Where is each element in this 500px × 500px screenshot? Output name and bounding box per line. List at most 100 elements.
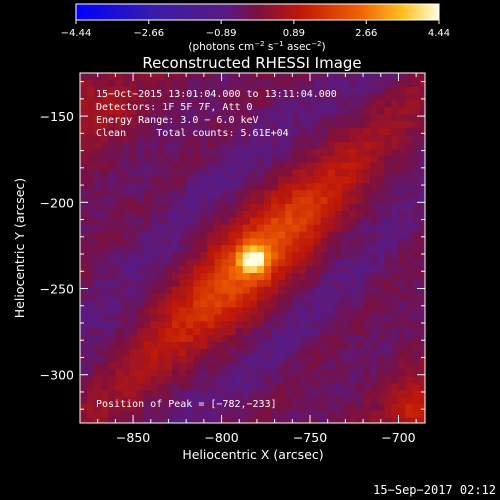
heatmap-pixel (292, 93, 300, 102)
heatmap-pixel (285, 300, 293, 309)
heatmap-pixel (256, 93, 265, 102)
heatmap-pixel (292, 348, 300, 357)
heatmap-pixel (278, 410, 286, 419)
heatmap-pixel (80, 204, 88, 212)
heatmap-pixel (327, 155, 336, 164)
heatmap-image (80, 73, 425, 423)
heatmap-pixel (228, 155, 237, 164)
heatmap-pixel (221, 321, 230, 329)
heatmap-pixel (108, 141, 116, 150)
heatmap-pixel (235, 169, 244, 178)
heatmap-pixel (278, 155, 286, 164)
heatmap-pixel (405, 397, 414, 405)
heatmap-pixel (150, 176, 159, 184)
heatmap-pixel (285, 369, 293, 378)
heatmap-pixel (334, 162, 343, 171)
heatmap-pixel (271, 100, 279, 109)
heatmap-pixel (398, 197, 407, 205)
heatmap-pixel (377, 148, 385, 157)
heatmap-pixel (143, 217, 152, 226)
heatmap-pixel (264, 362, 272, 371)
heatmap-pixel (235, 155, 244, 164)
heatmap-pixel (186, 307, 194, 315)
heatmap-pixel (249, 348, 258, 357)
heatmap-pixel (115, 210, 124, 219)
heatmap-pixel (348, 100, 357, 109)
heatmap-pixel (348, 307, 357, 315)
heatmap-pixel (313, 204, 322, 212)
heatmap-pixel (122, 252, 131, 260)
heatmap-pixel (193, 300, 201, 309)
heatmap-pixel (285, 321, 293, 329)
heatmap-pixel (249, 300, 258, 309)
heatmap-pixel (278, 121, 286, 129)
heatmap-pixel (235, 162, 244, 171)
heatmap-pixel (356, 231, 364, 240)
heatmap-pixel (348, 183, 357, 191)
heatmap-pixel (306, 100, 315, 109)
heatmap-pixel (94, 314, 102, 322)
heatmap-pixel (129, 197, 138, 205)
heatmap-pixel (278, 245, 286, 253)
heatmap-pixel (143, 79, 152, 88)
heatmap-pixel (348, 217, 357, 226)
heatmap-pixel (271, 135, 279, 143)
heatmap-pixel (412, 210, 421, 219)
heatmap-pixel (101, 224, 109, 233)
heatmap-pixel (320, 197, 329, 205)
heatmap-pixel (200, 266, 208, 274)
annotation-line-date: 15−Oct−2015 13:01:04.000 to 13:11:04.000 (96, 89, 337, 100)
heatmap-pixel (405, 100, 414, 109)
heatmap-pixel (129, 348, 138, 357)
heatmap-pixel (94, 307, 102, 315)
heatmap-pixel (405, 183, 414, 191)
heatmap-pixel (80, 238, 88, 247)
heatmap-pixel (115, 224, 124, 233)
heatmap-pixel (292, 390, 300, 398)
heatmap-pixel (200, 355, 208, 364)
heatmap-pixel (242, 376, 251, 384)
heatmap-pixel (172, 93, 180, 102)
heatmap-pixel (157, 404, 166, 412)
heatmap-pixel (327, 79, 336, 88)
heatmap-pixel (193, 128, 201, 136)
heatmap-pixel (278, 417, 286, 423)
heatmap-pixel (299, 286, 308, 295)
heatmap-pixel (129, 224, 138, 233)
heatmap-pixel (122, 73, 131, 81)
heatmap-pixel (108, 210, 116, 219)
heatmap-pixel (356, 176, 364, 184)
heatmap-pixel (94, 266, 102, 274)
heatmap-pixel (377, 238, 385, 247)
heatmap-pixel (370, 204, 378, 212)
heatmap-pixel (101, 266, 109, 274)
heatmap-pixel (242, 300, 251, 309)
heatmap-pixel (101, 114, 109, 122)
heatmap-pixel (320, 383, 329, 391)
heatmap-pixel (356, 404, 364, 412)
heatmap-pixel (186, 107, 194, 115)
heatmap-pixel (419, 100, 425, 109)
heatmap-pixel (313, 279, 322, 288)
heatmap-pixel (172, 238, 180, 247)
heatmap-pixel (108, 307, 116, 315)
heatmap-pixel (419, 328, 425, 336)
heatmap-pixel (87, 279, 95, 288)
heatmap-pixel (207, 176, 216, 184)
heatmap-pixel (80, 300, 88, 309)
heatmap-pixel (405, 93, 414, 102)
heatmap-pixel (285, 293, 293, 302)
heatmap-pixel (348, 224, 357, 233)
heatmap-pixel (306, 404, 315, 412)
heatmap-pixel (271, 286, 279, 295)
heatmap-pixel (136, 141, 145, 150)
heatmap-pixel (80, 79, 88, 88)
heatmap-pixel (179, 355, 187, 364)
heatmap-pixel (221, 183, 230, 191)
heatmap-pixel (398, 93, 407, 102)
heatmap-pixel (193, 341, 201, 350)
heatmap-pixel (172, 293, 180, 302)
heatmap-pixel (363, 417, 371, 423)
heatmap-pixel (356, 100, 364, 109)
heatmap-pixel (299, 210, 308, 219)
